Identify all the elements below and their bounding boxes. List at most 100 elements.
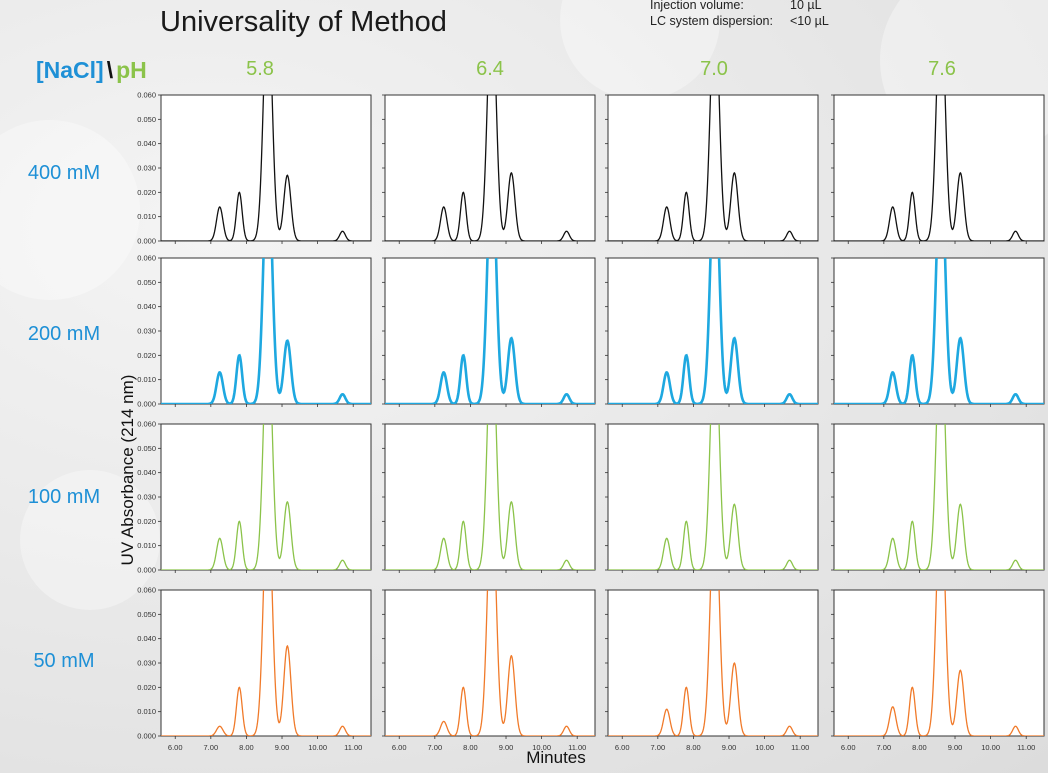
x-tick-label: 10.00 [981, 743, 1000, 752]
y-tick-label: 0.040 [137, 139, 156, 148]
y-tick-label: 0.010 [137, 212, 156, 221]
chromatogram-panel [831, 423, 1045, 573]
plot-area [607, 589, 819, 737]
plot-area [384, 257, 596, 405]
x-tick-label: 8.00 [912, 743, 927, 752]
y-tick-label: 0.030 [137, 164, 156, 173]
chromatogram-trace [385, 95, 595, 241]
y-tick-label: 0.000 [137, 732, 156, 741]
plot-area [160, 589, 372, 737]
chromatogram-trace [608, 424, 818, 570]
chromatogram-panel: 6.00 7.00 8.00 9.00 10.00 11.00 [831, 589, 1045, 752]
chromatogram-trace [834, 95, 1044, 241]
nacl-label: 400 mM [27, 162, 101, 184]
info-label: LC system dispersion: [650, 14, 773, 28]
y-tick-label: 0.060 [137, 586, 156, 595]
chromatogram-trace [385, 424, 595, 570]
chromatogram-panel: 6.00 7.00 8.00 9.00 10.00 11.00 [605, 589, 819, 752]
nacl-label: 50 mM [33, 650, 95, 672]
page-title: Universality of Method [160, 6, 447, 38]
plot-area [833, 94, 1045, 242]
plot-area [160, 257, 372, 405]
y-tick-label: 0.030 [137, 659, 156, 668]
y-tick-label: 0.000 [137, 566, 156, 575]
x-tick-label: 11.00 [568, 743, 586, 752]
plot-area [607, 94, 819, 242]
x-tick-label: 8.00 [239, 743, 254, 752]
chromatogram-panel: 0.000 0.010 0.020 0.030 0.040 0.050 0.060 [137, 91, 372, 246]
y-tick-label: 0.060 [137, 91, 156, 100]
ph-label: 7.6 [928, 58, 956, 80]
chromatogram-trace [608, 95, 818, 241]
chromatogram-trace [161, 95, 371, 241]
x-tick-label: 7.00 [428, 743, 443, 752]
x-tick-label: 9.00 [948, 743, 963, 752]
y-tick-label: 0.000 [137, 237, 156, 246]
y-tick-label: 0.020 [137, 517, 156, 526]
y-tick-label: 0.000 [137, 400, 156, 409]
chromatogram-panel: 0.000 0.010 0.020 0.030 0.040 0.050 0.060 6.00 7… [137, 586, 372, 752]
method-info: Injection volume: 10 µL LC system disper… [650, 0, 829, 29]
x-tick-label: 8.00 [686, 743, 701, 752]
chromatogram-trace [608, 258, 818, 404]
plot-area [833, 257, 1045, 405]
plot-area [607, 257, 819, 405]
x-axis-label: Minutes [526, 748, 586, 767]
x-tick-label: 9.00 [722, 743, 737, 752]
plot-area [384, 423, 596, 571]
x-tick-label: 10.00 [532, 743, 551, 752]
y-tick-label: 0.020 [137, 351, 156, 360]
chromatogram-trace [608, 590, 818, 736]
plot-area [833, 423, 1045, 571]
x-tick-label: 6.00 [168, 743, 183, 752]
chromatogram-panel: 0.000 0.010 0.020 0.030 0.040 0.050 0.060 [137, 254, 372, 409]
y-tick-label: 0.030 [137, 493, 156, 502]
background-bubble [20, 470, 160, 610]
x-tick-label: 11.00 [1017, 743, 1035, 752]
y-tick-label: 0.050 [137, 115, 156, 124]
y-tick-label: 0.010 [137, 375, 156, 384]
plot-area [833, 589, 1045, 737]
x-tick-label: 10.00 [308, 743, 327, 752]
chromatogram-panel [831, 257, 1045, 407]
info-row: LC system dispersion: <10 µL [650, 13, 829, 29]
y-tick-label: 0.050 [137, 444, 156, 453]
ph-key: pH [116, 57, 147, 83]
nacl-label: 200 mM [27, 323, 101, 345]
x-tick-label: 6.00 [841, 743, 856, 752]
chromatogram-trace [161, 590, 371, 736]
y-tick-label: 0.050 [137, 278, 156, 287]
ph-label: 5.8 [246, 58, 274, 80]
chromatogram-panel: 6.00 7.00 8.00 9.00 10.00 11.00 [382, 589, 596, 752]
x-tick-label: 10.00 [755, 743, 774, 752]
plot-area [607, 423, 819, 571]
x-tick-label: 7.00 [651, 743, 666, 752]
chromatogram-trace [161, 424, 371, 570]
chromatogram-panel [382, 257, 596, 407]
y-tick-label: 0.040 [137, 302, 156, 311]
y-tick-label: 0.020 [137, 683, 156, 692]
plot-area [160, 423, 372, 571]
plot-area [384, 589, 596, 737]
y-tick-label: 0.040 [137, 634, 156, 643]
chromatogram-trace [834, 258, 1044, 404]
info-value: <10 µL [790, 14, 829, 28]
y-tick-label: 0.010 [137, 541, 156, 550]
plot-area [160, 94, 372, 242]
chromatogram-trace [385, 258, 595, 404]
x-tick-label: 7.00 [877, 743, 892, 752]
plot-area [384, 94, 596, 242]
x-tick-label: 11.00 [344, 743, 362, 752]
chromatogram-trace [834, 590, 1044, 736]
chromatogram-panel: 0.000 0.010 0.020 0.030 0.040 0.050 0.060 [137, 420, 372, 575]
y-tick-label: 0.040 [137, 468, 156, 477]
y-tick-label: 0.020 [137, 188, 156, 197]
x-tick-label: 11.00 [791, 743, 809, 752]
background-bubble [0, 120, 140, 300]
x-tick-label: 8.00 [463, 743, 478, 752]
chromatogram-trace [834, 424, 1044, 570]
chromatogram-panel [605, 257, 819, 407]
info-label: Injection volume: [650, 0, 744, 12]
info-value: 10 µL [790, 0, 822, 12]
